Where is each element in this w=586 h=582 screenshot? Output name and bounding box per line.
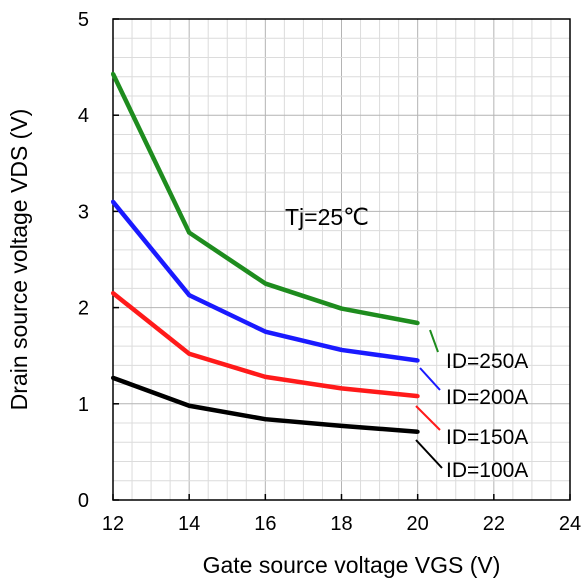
- legend-label: ID=200A: [446, 386, 528, 409]
- data-point: [187, 293, 192, 298]
- data-point: [415, 358, 420, 363]
- x-tick-label: 12: [102, 513, 124, 535]
- legend-leader-line: [419, 367, 441, 391]
- data-point: [339, 347, 344, 352]
- x-tick-label: 18: [330, 513, 352, 535]
- legend-label: ID=100A: [446, 459, 528, 482]
- series-lines: [110, 71, 420, 434]
- data-point: [111, 375, 115, 380]
- data-point: [187, 351, 192, 356]
- y-axis-title: Drain source voltage VDS (V): [6, 109, 32, 411]
- legend-label: ID=150A: [446, 426, 528, 449]
- x-tick-label: 16: [254, 513, 276, 535]
- data-point: [339, 306, 344, 311]
- y-tick-label: 1: [78, 394, 89, 416]
- data-point: [415, 320, 420, 325]
- data-point: [187, 403, 192, 408]
- y-tick-label: 3: [78, 201, 89, 223]
- legend-leader-line: [429, 329, 439, 353]
- data-point: [111, 291, 115, 296]
- x-tick-label: 22: [483, 513, 505, 535]
- data-point: [263, 417, 268, 422]
- legend-label: ID=250A: [446, 350, 528, 373]
- legend-leader-line: [415, 439, 443, 469]
- y-tick-label: 5: [78, 9, 89, 31]
- x-axis-title: Gate source voltage VGS (V): [203, 552, 501, 578]
- data-point: [111, 71, 115, 76]
- data-point: [263, 374, 268, 379]
- data-point: [339, 423, 344, 428]
- data-point: [187, 230, 192, 235]
- data-point: [339, 386, 344, 391]
- legend-leader-line: [415, 405, 441, 431]
- y-tick-label: 0: [78, 490, 89, 512]
- legend: ID=250A ID=200A ID=150A ID=100A: [415, 329, 528, 482]
- x-tick-label: 20: [407, 513, 429, 535]
- data-point: [263, 281, 268, 286]
- data-point: [415, 394, 420, 399]
- x-tick-label: 14: [178, 513, 200, 535]
- x-tick-label: 24: [559, 513, 581, 535]
- data-point: [111, 199, 115, 204]
- data-point: [263, 329, 268, 334]
- data-point: [415, 429, 420, 434]
- y-tick-label: 4: [78, 105, 89, 127]
- y-tick-label: 2: [78, 298, 89, 320]
- temperature-annotation: Tj=25℃: [285, 204, 369, 230]
